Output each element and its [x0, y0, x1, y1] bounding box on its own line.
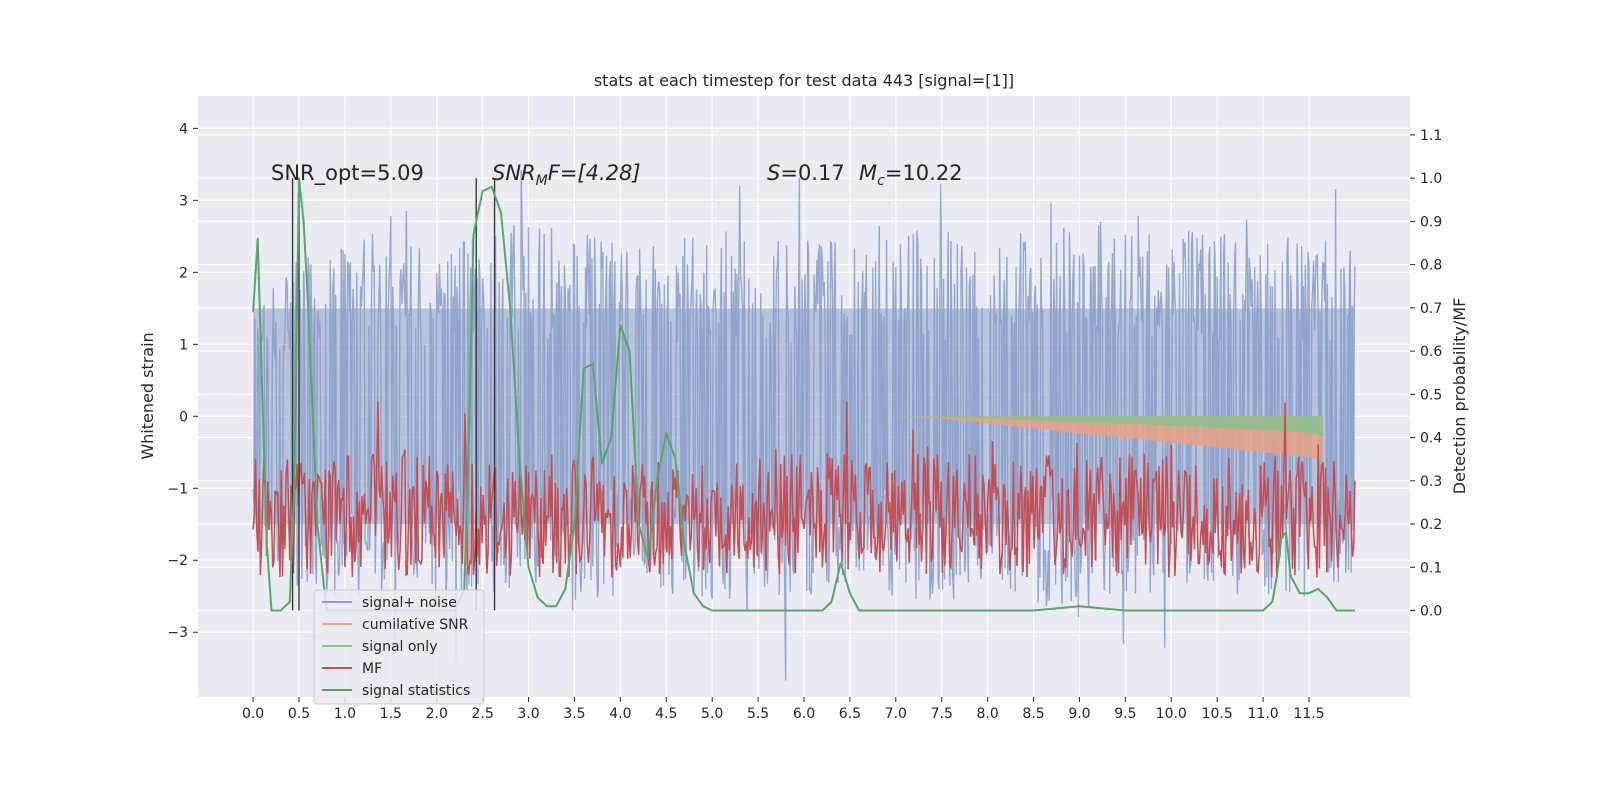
x-tick-label: 6.0 — [793, 706, 815, 722]
y2-tick-label: 0.4 — [1420, 431, 1442, 447]
x-tick-label: 7.5 — [931, 706, 953, 722]
annotation-s: S=0.17 — [767, 161, 845, 185]
series-signal-only-area — [895, 416, 1323, 437]
x-tick-label: 0.0 — [242, 706, 264, 722]
annotation-snr-mf-sub: M — [536, 173, 548, 189]
x-tick-label: 1.0 — [334, 706, 356, 722]
y2-tick-label: 0.8 — [1420, 258, 1442, 274]
x-tick-label: 7.0 — [885, 706, 907, 722]
annotation-mc-sub: c — [877, 173, 885, 189]
y2-tick-label: 0.1 — [1420, 560, 1442, 576]
annotation-snr-mf-main: SNR — [492, 161, 536, 185]
y2-axis-label: Detection probability/MF — [1450, 298, 1469, 495]
y2-tick-label: 1.0 — [1420, 171, 1442, 187]
y-tick-label: 1 — [179, 337, 188, 353]
y2-tick-label: 0.7 — [1420, 301, 1442, 317]
x-tick-label: 2.0 — [426, 706, 448, 722]
x-tick-label: 2.5 — [472, 706, 494, 722]
x-tick-label: 8.5 — [1022, 706, 1044, 722]
annotation-snr-opt: SNR_opt=5.09 — [271, 161, 424, 186]
x-tick-label: 11.0 — [1248, 706, 1279, 722]
x-tick-label: 4.5 — [655, 706, 677, 722]
legend-label-signal-only: signal only — [362, 639, 437, 655]
y2-tick-label: 0.5 — [1420, 387, 1442, 403]
x-tick-label: 5.5 — [747, 706, 769, 722]
x-tick-label: 3.5 — [563, 706, 585, 722]
annotation-mc: Mc=10.22 — [859, 161, 963, 189]
y-tick-label: 3 — [179, 193, 188, 209]
annotation-s-value: =0.17 — [780, 161, 844, 185]
annotation-mc-label: M — [859, 161, 877, 185]
y-tick-label: 2 — [179, 265, 188, 281]
y-tick-label: 4 — [179, 121, 188, 137]
x-tick-label: 0.5 — [288, 706, 310, 722]
legend-label-mf: MF — [362, 661, 382, 677]
x-tick-label: 1.5 — [380, 706, 402, 722]
x-tick-label: 11.5 — [1293, 706, 1324, 722]
y2-tick-label: 1.1 — [1420, 128, 1442, 144]
legend-label-cumulative-snr: cumilative SNR — [362, 617, 469, 633]
y-tick-label: −1 — [167, 481, 188, 497]
chart-title: stats at each timestep for test data 443… — [594, 71, 1014, 90]
y2-tick-label: 0.3 — [1420, 474, 1442, 490]
annotation-snr-mf-rest: F=[4.28] — [548, 161, 641, 185]
y-tick-label: −2 — [167, 553, 188, 569]
y-tick-label: 0 — [179, 409, 188, 425]
legend: signal+ noise cumilative SNR signal only… — [313, 589, 485, 705]
series-signal-statistics-line — [252, 177, 1355, 612]
x-tick-label: 10.0 — [1156, 706, 1187, 722]
x-tick-label: 4.0 — [609, 706, 631, 722]
axes: 0.0 0.5 1.0 1.5 2.0 2.5 3.0 3.5 4.0 4.5 5.0 5.5 6.0 6… — [167, 121, 1442, 722]
x-tick-label: 5.0 — [701, 706, 723, 722]
annotation-mc-value: =10.22 — [885, 161, 963, 185]
x-tick-label: 10.5 — [1202, 706, 1233, 722]
legend-label-signal-noise: signal+ noise — [362, 595, 457, 611]
y2-tick-label: 0.6 — [1420, 344, 1442, 360]
series-mf-line — [252, 401, 1356, 578]
y-tick-label: −3 — [167, 625, 188, 641]
annotation-s-label: S — [767, 161, 780, 185]
y2-tick-label: 0.9 — [1420, 214, 1442, 230]
y-axis-label: Whitened strain — [138, 332, 157, 459]
y2-tick-label: 0.2 — [1420, 517, 1442, 533]
x-tick-label: 9.5 — [1114, 706, 1136, 722]
legend-label-signal-statistics: signal statistics — [362, 683, 470, 699]
data-marks — [252, 169, 1356, 681]
legend-box — [313, 589, 485, 705]
y2-tick-label: 0.0 — [1420, 604, 1442, 620]
annotation-snr-mf: SNRMF=[4.28] — [492, 161, 641, 189]
x-tick-label: 9.0 — [1068, 706, 1090, 722]
x-tick-label: 3.0 — [517, 706, 539, 722]
x-tick-label: 6.5 — [839, 706, 861, 722]
x-tick-label: 8.0 — [977, 706, 999, 722]
